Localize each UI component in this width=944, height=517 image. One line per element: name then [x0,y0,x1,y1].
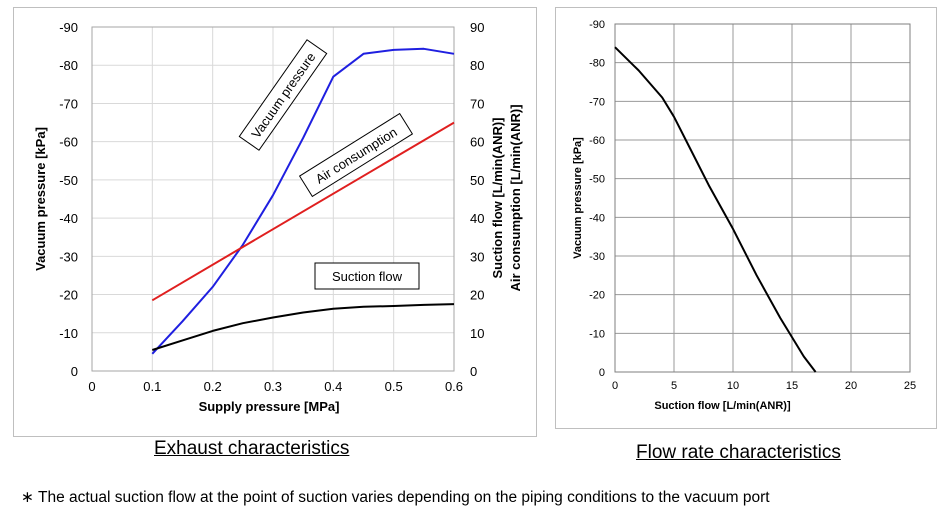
y-tick-label: -30 [589,251,605,263]
y-tick-label: -80 [589,58,605,70]
y2-tick-label: 60 [470,135,484,150]
annotation-air-consumption-text: Air consumption [313,124,400,186]
y-tick-label: 0 [599,367,605,379]
y2-tick-label: 30 [470,249,484,264]
flow-rate-chart-title: Flow rate characteristics [636,442,841,463]
y-tick-label: -30 [59,249,78,264]
y-tick-label: -80 [59,58,78,73]
plot-area [614,23,911,373]
y-tick-label: -60 [589,135,605,147]
y-axis-label: Vacuum pressure [kPa] [33,127,48,271]
x-tick-label: 0.3 [264,379,282,394]
y2-tick-label: 0 [470,364,477,379]
y-tick-label: -40 [589,212,605,224]
y2-tick-label: 50 [470,173,484,188]
y-tick-label: 0 [71,364,78,379]
annotation-air-consumption: Air consumption [298,112,414,198]
x-axis-label: Supply pressure [MPa] [199,399,340,414]
annotation-air-consumption-box [298,112,414,198]
footnote-text: The actual suction flow at the point of … [38,489,770,506]
y2-tick-label: 10 [470,326,484,341]
exhaust-chart: 0 0.1 0.2 0.3 0.4 0.5 0.6 0 -10 -20 -30 -40 -50 -60 -7… [33,20,523,414]
y-tick-label: -40 [59,211,78,226]
series-line-suction-flow [151,303,455,351]
x-tick-label: 0.5 [385,379,403,394]
y2-tick-label: 20 [470,288,484,303]
series-line-air-consumption [151,121,455,302]
x-tick-label: 0.4 [324,379,342,394]
series-line-vacuum-pressure [151,47,455,355]
y-tick-label: -90 [59,20,78,35]
annotation-suction-flow: Suction flow [314,262,420,290]
x-tick-label: 10 [727,380,739,392]
y-tick-label: -10 [59,326,78,341]
y2-tick-label: 70 [470,96,484,111]
y-tick-label: -20 [589,290,605,302]
x-tick-label: 0.1 [143,379,161,394]
x-tick-label: 15 [786,380,798,392]
annotation-suction-flow-text: Suction flow [332,269,403,284]
y2-tick-label: 80 [470,58,484,73]
y-tick-label: -60 [59,135,78,150]
x-tick-label: 0.2 [204,379,222,394]
annotation-suction-flow-box [314,262,420,290]
x-tick-label: 0 [88,379,95,394]
plot-area [91,26,455,372]
annotation-vacuum-pressure-box [238,39,328,151]
y2-tick-label: 40 [470,211,484,226]
x-tick-label: 0 [612,380,618,392]
y-tick-label: -70 [59,96,78,111]
y-axis-label: Vacuum pressure [kPa] [572,137,584,259]
exhaust-chart-panel: 0 0.1 0.2 0.3 0.4 0.5 0.6 0 -10 -20 -30 -40 -50 -60 -7… [13,7,537,437]
series-line-flow-rate [614,46,817,373]
x-tick-label: 25 [904,380,916,392]
y-tick-label: -10 [589,328,605,340]
x-axis-label: Suction flow [L/min(ANR)] [654,400,791,412]
y2-tick-label: 90 [470,20,484,35]
y2-axis-label-air: Air consumption [L/min(ANR)] [508,104,523,291]
exhaust-chart-title: Exhaust characteristics [154,438,350,459]
y-tick-label: -50 [59,173,78,188]
annotation-vacuum-pressure: Vacuum pressure [238,39,328,151]
y-tick-label: -20 [59,288,78,303]
flow-rate-chart-panel: 0 5 10 15 20 25 0 -10 -20 -30 -40 -50 -60 -70 -80 -90 Su… [555,7,937,429]
footnote-star: ∗ [21,489,34,506]
footnote: ∗ The actual suction flow at the point o… [21,488,770,507]
y-tick-label: -90 [589,19,605,31]
y-tick-label: -70 [589,96,605,108]
flow-rate-chart: 0 5 10 15 20 25 0 -10 -20 -30 -40 -50 -60 -70 -80 -90 Su… [572,19,916,412]
x-tick-label: 5 [671,380,677,392]
y2-axis-label-suction: Suction flow [L/min(ANR)] [490,117,505,278]
x-tick-label: 20 [845,380,857,392]
y-tick-label: -50 [589,174,605,186]
x-tick-label: 0.6 [445,379,463,394]
